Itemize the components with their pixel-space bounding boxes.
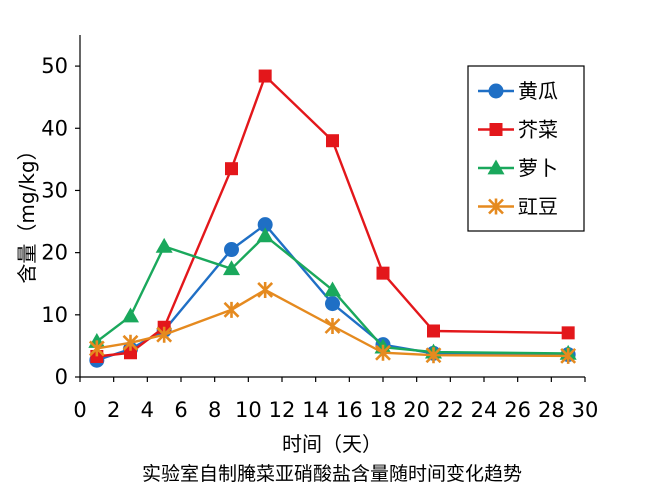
x-tick-label: 2 <box>107 398 120 422</box>
x-tick-label: 30 <box>572 398 599 422</box>
y-tick-label: 30 <box>41 178 68 202</box>
x-ticks: 0 2 4 6 8 10 12 14 16 18 20 22 24 26 28 30 <box>73 377 598 422</box>
y-tick-label: 10 <box>41 303 68 327</box>
data-point <box>258 69 272 83</box>
y-axis-title: 含量（mg/kg） <box>15 140 39 283</box>
series-layer <box>88 69 577 368</box>
x-tick-label: 26 <box>504 398 531 422</box>
x-tick-label: 16 <box>336 398 363 422</box>
y-tick-label: 40 <box>41 116 68 140</box>
data-point <box>256 227 274 243</box>
legend-item: 芥菜 <box>478 118 558 142</box>
data-point <box>560 347 577 364</box>
data-point <box>425 347 442 364</box>
data-point <box>156 326 173 343</box>
y-tick-label: 20 <box>41 241 68 265</box>
x-tick-label: 4 <box>141 398 154 422</box>
data-point <box>257 217 273 233</box>
data-point <box>376 266 390 280</box>
data-point <box>375 344 391 361</box>
data-point <box>224 242 239 258</box>
data-point <box>223 260 240 276</box>
data-point <box>326 134 339 148</box>
legend-marker <box>488 83 504 99</box>
data-point <box>325 296 340 312</box>
legend-label: 萝卜 <box>518 156 558 180</box>
x-tick-label: 8 <box>208 398 221 422</box>
legend-box <box>467 65 585 232</box>
x-tick-label: 20 <box>403 398 430 422</box>
x-tick-label: 14 <box>302 398 329 422</box>
x-tick-label: 6 <box>174 398 187 422</box>
x-tick-label: 28 <box>538 398 565 422</box>
data-point <box>88 340 105 357</box>
data-point <box>257 281 274 298</box>
x-tick-label: 22 <box>437 398 464 422</box>
x-axis-title: 时间（天） <box>282 432 382 456</box>
legend-item: 黄瓜 <box>478 79 558 103</box>
legend-marker <box>488 198 504 215</box>
x-tick-label: 24 <box>471 398 498 422</box>
legend-item: 萝卜 <box>478 156 558 180</box>
chart-caption: 实验室自制腌菜亚硝酸盐含量随时间变化趋势 <box>142 463 522 485</box>
y-tick-label: 0 <box>55 365 68 389</box>
legend-marker <box>489 123 503 136</box>
data-point <box>324 281 341 297</box>
legend-label: 芥菜 <box>518 118 558 142</box>
data-point <box>124 346 137 360</box>
legend-marker <box>487 159 505 175</box>
data-point <box>122 307 139 323</box>
x-tick-label: 12 <box>269 398 296 422</box>
data-point <box>122 334 139 351</box>
data-point <box>427 324 440 338</box>
data-point <box>223 301 240 318</box>
x-tick-label: 0 <box>73 398 86 422</box>
y-ticks: 0 10 20 30 40 50 <box>41 54 80 389</box>
series-4 <box>88 281 577 364</box>
x-tick-label: 10 <box>235 398 262 422</box>
data-point <box>324 318 341 335</box>
data-point <box>561 326 575 340</box>
legend-item: 豇豆 <box>478 195 558 219</box>
legend-label: 豇豆 <box>518 195 558 219</box>
data-point <box>155 237 173 253</box>
data-point <box>225 162 238 176</box>
y-tick-label: 50 <box>41 54 68 78</box>
axes <box>79 35 585 378</box>
legend-label: 黄瓜 <box>518 79 558 103</box>
series-3 <box>88 227 577 360</box>
x-tick-label: 18 <box>370 398 397 422</box>
